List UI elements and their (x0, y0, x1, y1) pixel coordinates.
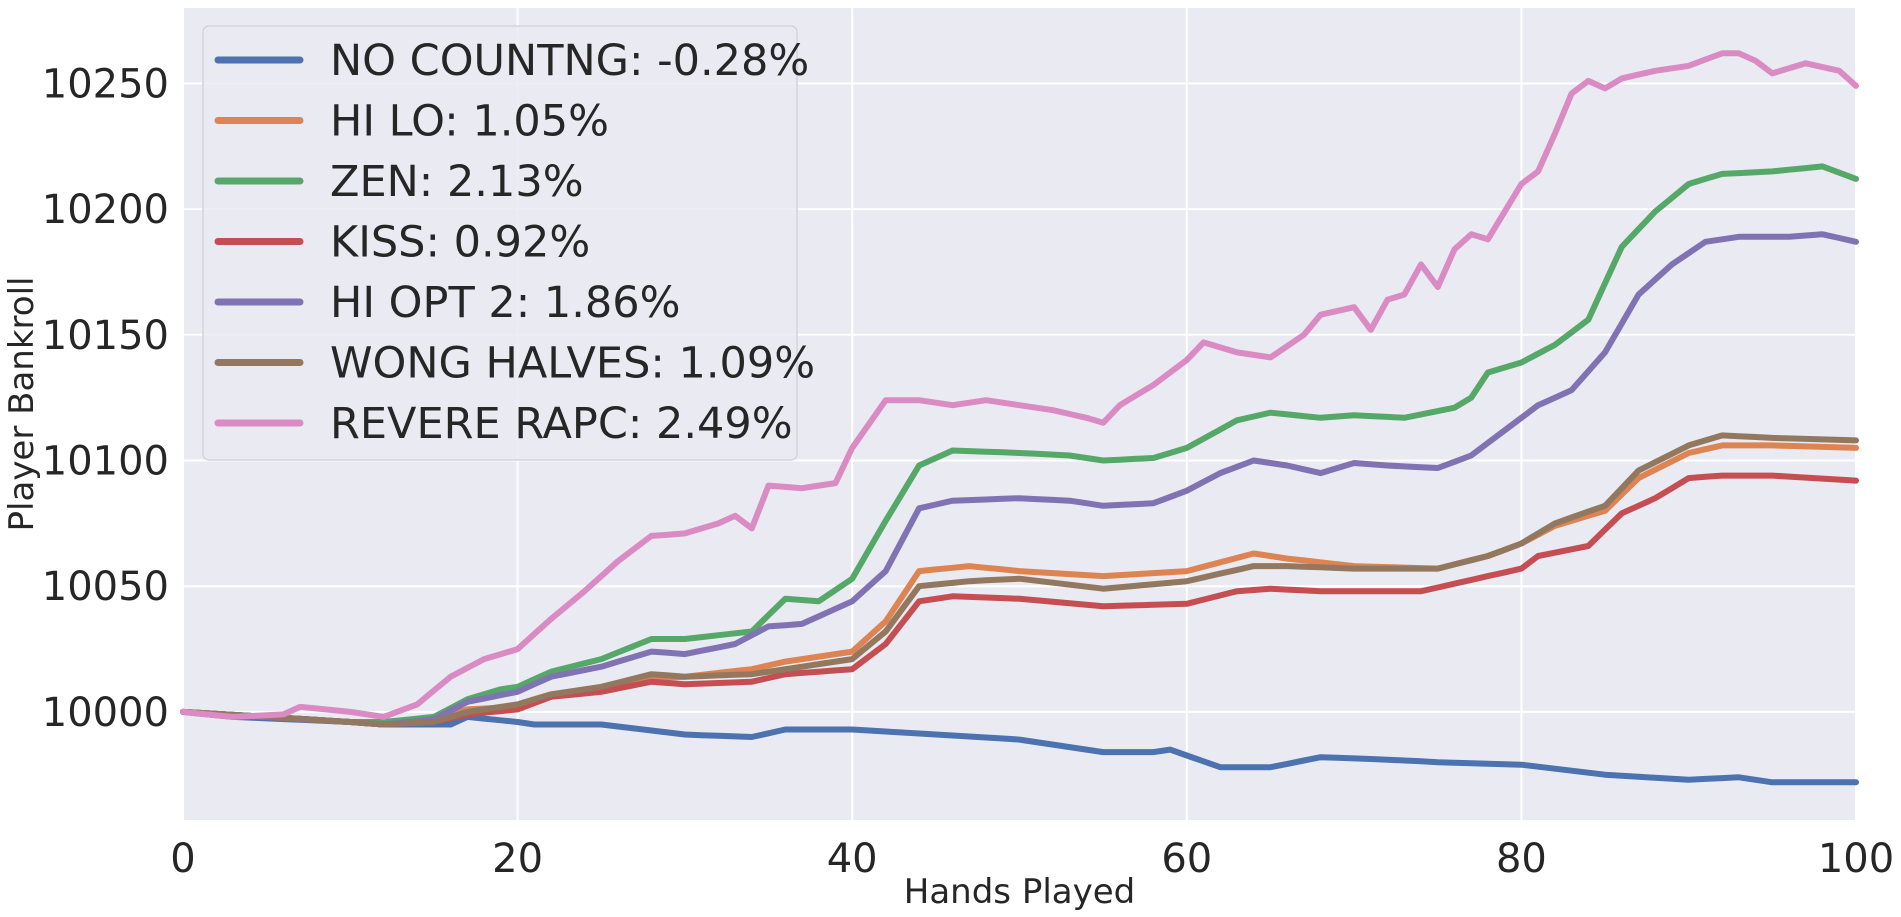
y-axis-label: Player Bankroll (2, 277, 42, 532)
legend: NO COUNTNG: -0.28% HI LO: 1.05% ZEN: 2.13%… (203, 26, 815, 460)
y-tick-label: 10200 (42, 187, 169, 233)
x-tick-label: 40 (827, 836, 878, 882)
y-axis-ticks: 10000 10050 10100 10150 10200 10250 (42, 61, 169, 735)
y-tick-label: 10150 (42, 313, 169, 359)
legend-entry-label: WONG HALVES: 1.09% (330, 339, 815, 389)
x-tick-label: 80 (1496, 836, 1547, 882)
x-axis-label: Hands Played (904, 872, 1135, 912)
x-tick-label: 60 (1161, 836, 1212, 882)
legend-entry-label: HI LO: 1.05% (330, 97, 609, 147)
y-tick-label: 10000 (42, 690, 169, 736)
legend-entry-label: HI OPT 2: 1.86% (330, 278, 681, 328)
legend-entry-label: REVERE RAPC: 2.49% (330, 399, 793, 449)
legend-entry-label: KISS: 0.92% (330, 218, 590, 268)
legend-entry-label: ZEN: 2.13% (330, 157, 584, 207)
x-tick-label: 0 (170, 836, 195, 882)
x-tick-label: 20 (492, 836, 543, 882)
y-tick-label: 10050 (42, 564, 169, 610)
legend-entry-label: NO COUNTNG: -0.28% (330, 36, 809, 86)
y-tick-label: 10100 (42, 439, 169, 485)
x-tick-label: 100 (1818, 836, 1894, 882)
y-tick-label: 10250 (42, 61, 169, 107)
